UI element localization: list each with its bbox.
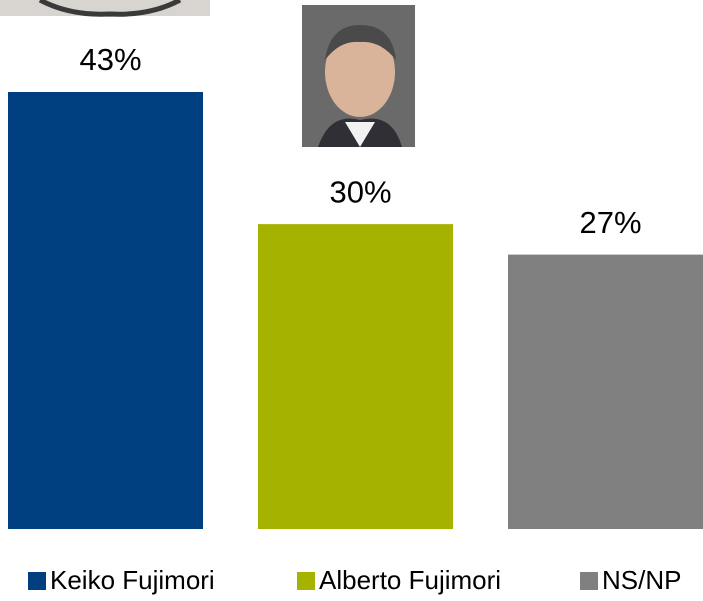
bar (508, 254, 703, 529)
legend-swatch (580, 572, 598, 590)
value-label: 43% (79, 42, 141, 77)
value-label: 27% (579, 205, 641, 240)
bar (8, 92, 203, 529)
photo-alberto (302, 5, 415, 147)
legend-label: Keiko Fujimori (50, 565, 215, 595)
legend-swatch (28, 572, 46, 590)
legend-label: Alberto Fujimori (319, 565, 501, 595)
bar (258, 224, 453, 529)
legend-swatch (297, 572, 315, 590)
value-label: 30% (329, 174, 391, 209)
legend-label: NS/NP (602, 565, 681, 595)
photo-keiko (0, 0, 210, 17)
